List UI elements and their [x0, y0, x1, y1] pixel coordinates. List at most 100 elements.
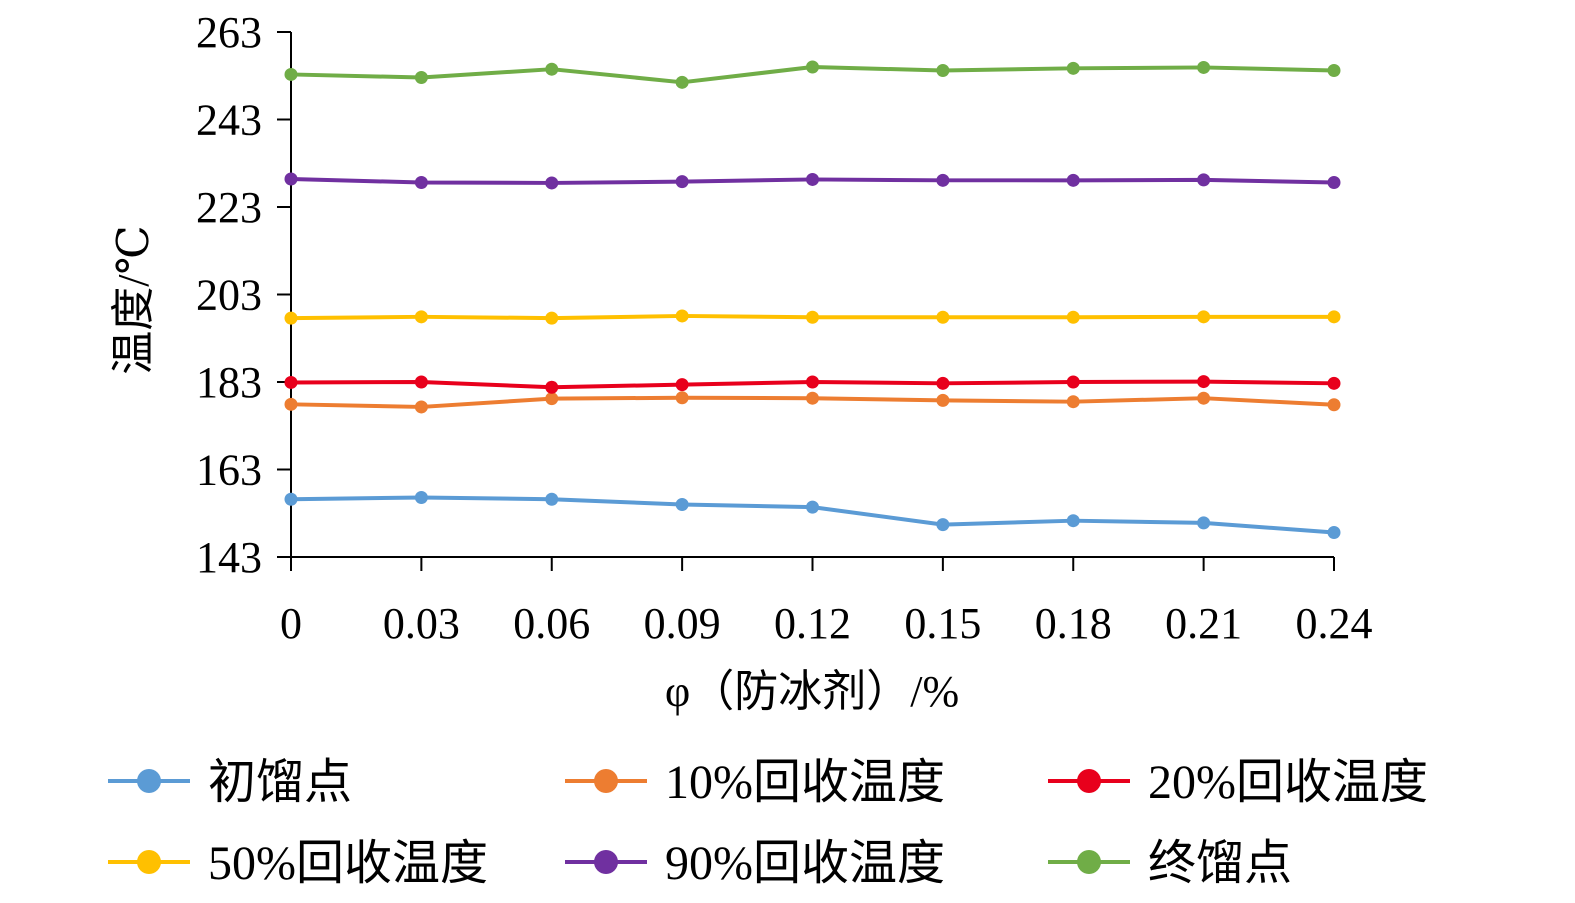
legend-swatch-marker: [1077, 769, 1101, 793]
x-tick-label: 0.03: [383, 599, 460, 648]
data-point: [936, 518, 950, 532]
legend: 初馏点 10%回收温度 20%回收温度 50%回收温度 90%回收温度 终馏点: [108, 756, 1428, 890]
data-point: [1327, 376, 1341, 390]
legend-item: 终馏点: [1048, 837, 1292, 890]
data-point: [414, 400, 428, 414]
data-point: [675, 378, 689, 392]
data-point: [1327, 526, 1341, 539]
y-tick-label: 223: [196, 183, 262, 232]
data-point: [675, 175, 689, 189]
data-point: [1327, 176, 1341, 189]
data-point: [284, 172, 298, 186]
legend-label: 终馏点: [1148, 837, 1292, 890]
data-point: [284, 311, 298, 325]
data-point: [414, 491, 428, 504]
y-tick-label: 263: [196, 8, 262, 57]
data-point: [1066, 514, 1080, 528]
data-point: [414, 375, 428, 389]
data-point: [1066, 173, 1080, 187]
y-tick-label: 143: [196, 533, 262, 582]
data-point: [1066, 375, 1080, 389]
legend-label: 90%回收温度: [665, 837, 945, 890]
data-point: [284, 397, 298, 411]
legend-swatch-marker: [1077, 850, 1101, 874]
data-point: [936, 310, 950, 324]
x-tick-label: 0.12: [774, 599, 851, 648]
data-point: [545, 176, 559, 190]
y-tick-label: 203: [196, 271, 262, 320]
series-1: [284, 491, 1341, 539]
legend-label: 20%回收温度: [1148, 756, 1428, 809]
data-point: [936, 173, 950, 187]
data-point: [806, 310, 819, 324]
y-tick-label: 183: [196, 358, 262, 407]
data-point: [675, 391, 689, 405]
x-axis-title: φ（防冰剂）/%: [665, 667, 959, 716]
data-point: [545, 311, 559, 325]
data-point: [675, 498, 689, 511]
series-layer: [284, 60, 1341, 539]
data-point: [806, 391, 819, 405]
data-point: [284, 375, 298, 389]
data-point: [1197, 375, 1211, 389]
y-tick-labels: 143 163 183 203 223 243 263: [196, 8, 262, 582]
x-tick-label: 0: [280, 599, 302, 648]
x-tick-label: 0.15: [904, 599, 981, 648]
data-point: [1197, 310, 1211, 324]
data-point: [675, 75, 689, 89]
legend-swatch-marker: [137, 850, 161, 874]
data-point: [545, 492, 559, 506]
legend-label: 50%回收温度: [208, 837, 488, 890]
data-point: [414, 176, 428, 189]
legend-item: 10%回收温度: [565, 756, 945, 809]
y-tick-label: 243: [196, 96, 262, 145]
data-point: [936, 64, 950, 77]
data-point: [545, 392, 559, 406]
data-point: [936, 393, 950, 407]
legend-label: 10%回收温度: [665, 756, 945, 809]
series-5: [284, 172, 1341, 190]
series-6: [284, 60, 1341, 89]
data-point: [1197, 391, 1211, 405]
data-point: [545, 62, 559, 76]
legend-item: 20%回收温度: [1048, 756, 1428, 809]
data-point: [806, 500, 819, 514]
legend-swatch-marker: [594, 850, 618, 874]
data-point: [284, 492, 298, 506]
legend-swatch-marker: [137, 769, 161, 793]
data-point: [806, 60, 819, 74]
data-point: [1327, 310, 1341, 324]
x-tick-label: 0.24: [1296, 599, 1373, 648]
x-tick-label: 0.09: [644, 599, 721, 648]
data-point: [545, 380, 559, 394]
data-point: [1327, 64, 1341, 77]
legend-swatch-marker: [594, 769, 618, 793]
data-point: [1066, 61, 1080, 75]
legend-item: 90%回收温度: [565, 837, 945, 890]
data-point: [1197, 173, 1211, 187]
series-3: [284, 375, 1341, 394]
series-4: [284, 309, 1341, 325]
axes: [277, 31, 1335, 571]
x-tick-label: 0.06: [513, 599, 590, 648]
data-point: [936, 376, 950, 390]
data-point: [414, 71, 428, 84]
legend-item: 50%回收温度: [108, 837, 488, 890]
data-point: [1197, 60, 1211, 74]
y-axis-title: 温度/℃: [109, 225, 158, 374]
series-2: [284, 391, 1341, 414]
data-point: [414, 310, 428, 324]
data-point: [1327, 398, 1341, 412]
data-point: [1197, 516, 1211, 530]
data-point: [1066, 310, 1080, 324]
y-tick-label: 163: [196, 446, 262, 495]
x-tick-labels: 0 0.03 0.06 0.09 0.12 0.15 0.18 0.21 0.24: [280, 599, 1373, 648]
data-point: [806, 375, 819, 389]
legend-label: 初馏点: [208, 756, 352, 809]
data-point: [675, 309, 689, 323]
data-point: [1066, 395, 1080, 409]
data-point: [284, 67, 298, 81]
data-point: [806, 172, 819, 186]
legend-item: 初馏点: [108, 756, 352, 809]
